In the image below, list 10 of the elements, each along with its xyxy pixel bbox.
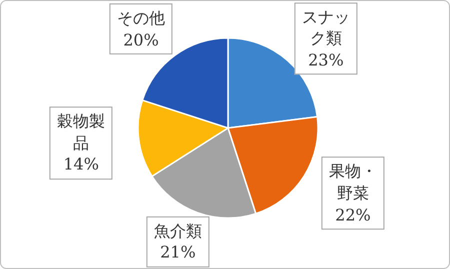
data-label: 21% bbox=[160, 242, 196, 262]
slice-label: 穀物製品 bbox=[57, 112, 106, 152]
data-label: 22% bbox=[335, 205, 371, 224]
slice-label: スナック類 bbox=[302, 7, 350, 48]
data-label: 14% bbox=[63, 155, 99, 174]
slice-label: 魚介類 bbox=[154, 220, 202, 240]
slice-label: その他 bbox=[117, 8, 165, 28]
data-label: 23% bbox=[308, 50, 344, 70]
slice-label: 果物・野菜 bbox=[328, 162, 377, 203]
data-label: 20% bbox=[123, 30, 159, 50]
